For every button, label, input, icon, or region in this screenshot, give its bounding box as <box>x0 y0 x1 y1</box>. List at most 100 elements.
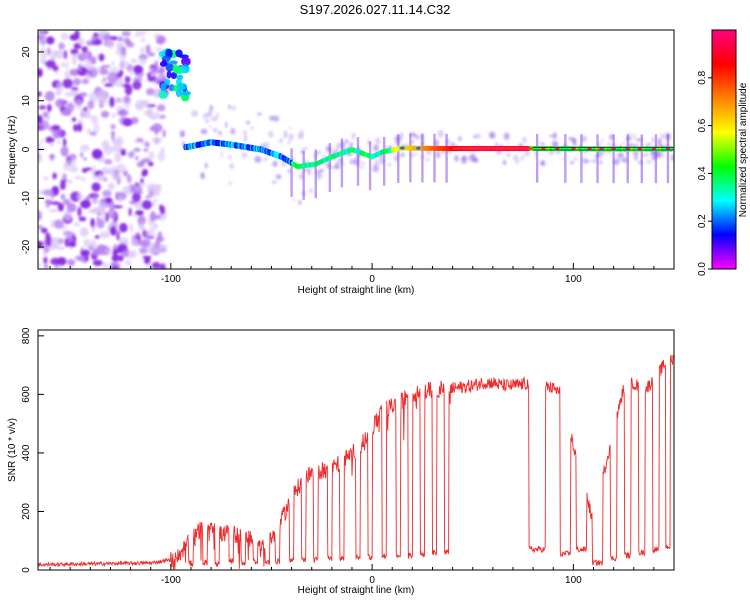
spread-blob <box>228 154 232 160</box>
spread-blob <box>218 130 222 136</box>
spread-blob <box>573 157 578 161</box>
noise-blob <box>111 254 120 262</box>
noise-blob <box>56 246 66 251</box>
noise-blob <box>145 256 150 261</box>
spread-blob <box>202 113 209 119</box>
noise-blob <box>77 63 82 72</box>
spread-blob <box>374 137 381 145</box>
spread-blob <box>351 132 356 140</box>
noise-blob <box>40 40 47 45</box>
snr-y-tick-label: 800 <box>21 327 32 344</box>
spread-blob <box>241 152 248 158</box>
spread-blob <box>552 132 558 140</box>
noise-blob <box>158 114 166 119</box>
noise-blob <box>84 59 93 69</box>
noise-blob <box>107 209 118 219</box>
spread-blob <box>359 166 365 169</box>
streak <box>535 133 539 183</box>
streak <box>368 141 372 191</box>
noise-blob <box>148 151 155 160</box>
hotspot <box>555 147 560 151</box>
noise-blob <box>109 96 115 108</box>
noise-blob <box>38 91 42 97</box>
noise-blob <box>96 217 100 221</box>
colorbar-tick-label: 0.2 <box>697 214 708 228</box>
spread-blob <box>228 181 232 186</box>
chart-title: S197.2026.027.11.14.C32 <box>299 2 451 17</box>
noise-blob <box>103 177 108 182</box>
spread-blob <box>502 159 507 166</box>
spread-blob <box>671 156 674 161</box>
streak <box>564 134 567 183</box>
noise-blob <box>81 167 88 173</box>
noise-blob <box>90 239 97 250</box>
snr-y-tick-label: 600 <box>21 386 32 403</box>
spread-blob <box>264 157 268 161</box>
colorbar-tick-label: 0.6 <box>697 118 708 132</box>
noise-blob <box>149 210 157 222</box>
noise-blob <box>145 44 151 55</box>
noise-blob <box>77 206 82 217</box>
noise-blob <box>38 105 47 110</box>
noise-blob <box>55 90 62 96</box>
noise-blob <box>56 81 64 92</box>
noise-blob <box>90 218 95 228</box>
spread-blob <box>415 134 419 141</box>
noise-blob <box>162 129 166 138</box>
noise-blob <box>106 38 115 49</box>
spectrogram-x-tick-label: 100 <box>565 274 582 285</box>
noise-blob <box>145 264 154 268</box>
colorbar: 0.0 0.2 0.4 0.6 0.8 Normalized spectral ampl… <box>697 29 749 276</box>
noise-blob <box>67 179 73 185</box>
snr-y-tick-label: 400 <box>21 444 32 461</box>
streak <box>328 143 332 192</box>
spread-blob <box>572 139 577 147</box>
noise-blob <box>43 250 48 257</box>
noise-blob <box>51 124 61 131</box>
noise-blob <box>124 75 131 84</box>
streak <box>382 136 386 186</box>
noise-blob <box>80 199 91 209</box>
noise-blob <box>145 195 153 199</box>
noise-blob <box>110 36 118 41</box>
spread-blob <box>506 153 510 157</box>
noise-blob <box>150 111 161 119</box>
spread-blob <box>548 134 554 138</box>
snr-x-tick-label: -100 <box>161 575 181 586</box>
spread-blob <box>345 139 349 144</box>
noise-blob <box>154 127 159 136</box>
noise-blob <box>62 199 71 206</box>
patch-blob <box>174 66 183 75</box>
spread-blob <box>513 154 519 161</box>
spread-blob <box>568 136 574 141</box>
noise-blob <box>64 71 69 76</box>
spread-blob <box>632 133 636 141</box>
colorbar-tick-label: 0.0 <box>697 262 708 276</box>
spread-blob <box>220 151 223 158</box>
spectrogram-y-tick-label: 10 <box>21 95 32 107</box>
noise-blob <box>123 95 131 103</box>
spectrogram-x-axis-label: Height of straight line (km) <box>298 285 415 296</box>
noise-blob <box>141 173 146 177</box>
noise-blob <box>38 262 42 268</box>
colorbar-label: Normalized spectral amplitude <box>738 82 749 217</box>
colorbar-tick-label: 0.8 <box>697 70 708 84</box>
noise-blob <box>112 265 118 269</box>
noise-blob <box>115 77 124 88</box>
snr-x-tick-label: 100 <box>565 575 582 586</box>
noise-blob <box>65 60 69 71</box>
spread-blob <box>336 142 342 149</box>
patch-blob <box>160 82 167 93</box>
noise-blob <box>150 184 158 193</box>
spread-blob <box>332 150 339 153</box>
spread-blob <box>597 150 604 157</box>
noise-blob <box>78 92 88 97</box>
spread-blob <box>200 148 205 152</box>
noise-blob <box>45 60 56 69</box>
noise-blob <box>68 165 79 173</box>
noise-blob <box>60 179 68 183</box>
noise-blob <box>94 235 100 239</box>
noise-blob <box>80 249 91 257</box>
spread-blob <box>287 140 291 145</box>
spread-blob <box>414 151 418 156</box>
